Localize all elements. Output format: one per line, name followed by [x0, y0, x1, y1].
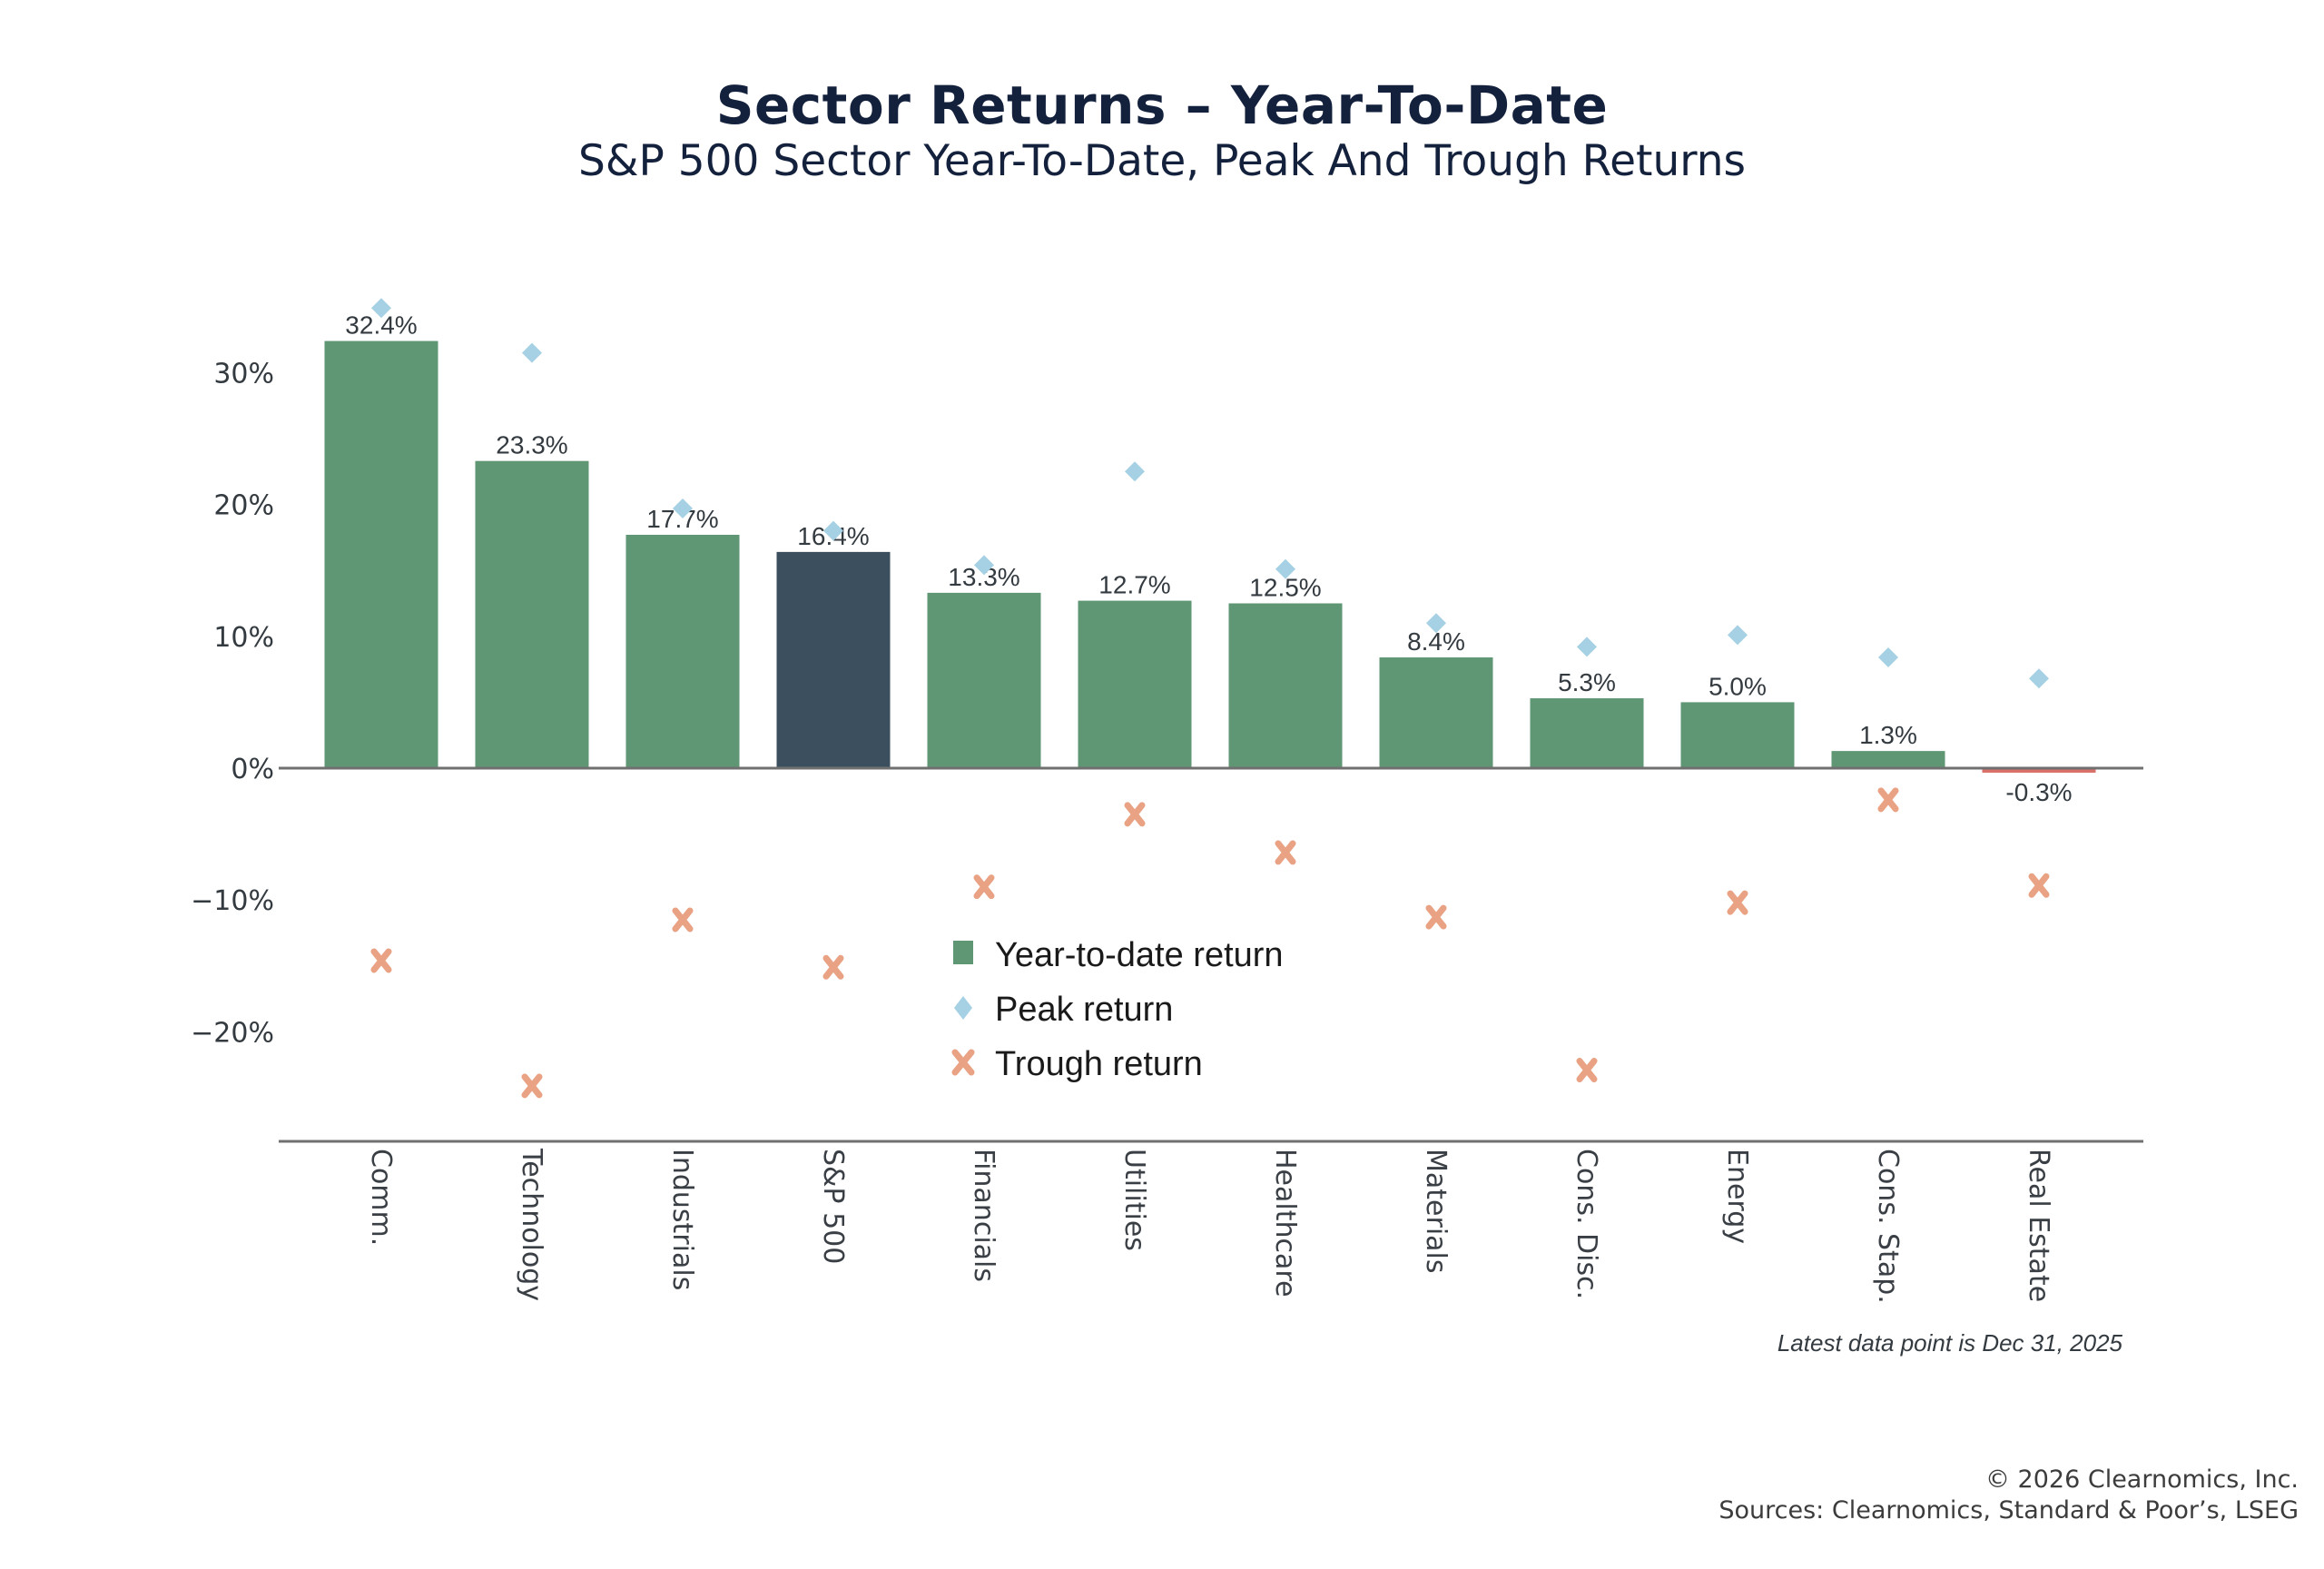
bar-value-label: 5.3%	[1558, 668, 1616, 696]
trough-marker	[1877, 787, 1899, 813]
y-axis: 30% 20% 10% 0% −10% −20%	[191, 358, 274, 1049]
trough-marker	[1727, 890, 1748, 915]
data-note: Latest data point is Dec 31, 2025	[1777, 1329, 2122, 1357]
bar	[776, 551, 891, 768]
peak-marker	[1728, 625, 1748, 646]
legend-label-ytd: Year-to-date return	[995, 936, 1284, 974]
y-tick-label: 0%	[231, 754, 274, 785]
x-tick-label: Materials	[1420, 1149, 1452, 1274]
trough-marker	[1576, 1058, 1598, 1083]
legend: Year-to-date return Peak return Trough r…	[951, 936, 1284, 1083]
bar	[1379, 657, 1493, 768]
peak-marker	[974, 555, 994, 576]
y-tick-label: −20%	[191, 1017, 274, 1049]
x-mark-icon	[951, 1049, 975, 1076]
bar-value-label: -0.3%	[2005, 778, 2072, 806]
bar	[1530, 698, 1644, 768]
x-tick-label: Financials	[968, 1149, 1000, 1282]
bar	[475, 460, 589, 768]
bar	[927, 592, 1041, 768]
bar	[625, 534, 740, 768]
peak-marker	[1577, 636, 1597, 657]
y-tick-label: 30%	[213, 358, 274, 390]
y-tick-label: 10%	[213, 622, 274, 654]
y-tick-label: 20%	[213, 490, 274, 522]
peak-marker	[1275, 558, 1295, 579]
peak-marker	[522, 342, 542, 363]
x-tick-label: Utilities	[1118, 1149, 1150, 1251]
legend-swatch-ytd	[953, 941, 973, 964]
bar	[324, 340, 438, 768]
bar	[1982, 768, 2096, 773]
trough-marker	[672, 907, 694, 933]
bar	[1831, 751, 1945, 768]
x-tick-label: Industrials	[666, 1149, 698, 1290]
trough-marker	[521, 1073, 543, 1099]
x-tick-label: Real Estate	[2023, 1149, 2054, 1302]
trough-marker	[1425, 904, 1447, 930]
x-tick-label: Energy	[1721, 1149, 1753, 1244]
peak-marker	[673, 498, 693, 518]
x-tick-label: Cons. Disc.	[1571, 1149, 1602, 1299]
ytd-bars	[324, 340, 2096, 773]
legend-swatch-trough	[951, 1049, 975, 1076]
y-tick-label: −10%	[191, 885, 274, 917]
trough-markers	[370, 787, 2050, 1099]
sources: Sources: Clearnomics, Standard & Poor’s,…	[1718, 1496, 2299, 1525]
trough-marker	[1124, 802, 1146, 827]
x-tick-label: S&P 500	[817, 1149, 849, 1264]
bar-value-label: 1.3%	[1859, 721, 1917, 749]
peak-marker	[1878, 647, 1898, 668]
x-axis-category-labels: Comm. Technology Industrials S&P 500 Financi…	[365, 1148, 2054, 1304]
trough-marker	[973, 874, 995, 900]
peak-marker	[823, 520, 843, 541]
bar	[1680, 702, 1795, 768]
bar-value-label: 5.0%	[1709, 672, 1767, 700]
bar-value-label: 23.3%	[496, 431, 567, 459]
trough-marker	[1275, 840, 1296, 865]
legend-swatch-peak	[954, 996, 972, 1020]
copyright: © 2026 Clearnomics, Inc.	[1984, 1465, 2299, 1494]
x-tick-label: Technology	[516, 1148, 547, 1301]
legend-label-peak: Peak return	[995, 991, 1173, 1029]
bar-value-label: 12.7%	[1098, 571, 1170, 599]
x-tick-label: Cons. Stap.	[1872, 1149, 1904, 1304]
trough-marker	[822, 954, 844, 980]
peak-marker	[2029, 668, 2049, 689]
peak-marker	[1426, 613, 1446, 634]
trough-marker	[370, 948, 392, 973]
bar-data-labels: 32.4%23.3%17.7%16.4%13.3%12.7%12.5%8.4%5…	[345, 311, 2072, 806]
chart-title: Sector Returns – Year-To-Date	[715, 74, 1609, 136]
x-tick-label: Healthcare	[1269, 1149, 1301, 1298]
peak-marker	[371, 298, 391, 319]
chart-subtitle: S&P 500 Sector Year-To-Date, Peak And Tr…	[577, 136, 1747, 186]
trough-marker	[2028, 873, 2050, 898]
peak-markers	[371, 298, 2049, 689]
peak-marker	[1125, 461, 1145, 482]
x-tick-label: Comm.	[365, 1149, 397, 1246]
bar	[1228, 603, 1343, 768]
bar	[1078, 600, 1192, 768]
legend-label-trough: Trough return	[995, 1045, 1203, 1083]
